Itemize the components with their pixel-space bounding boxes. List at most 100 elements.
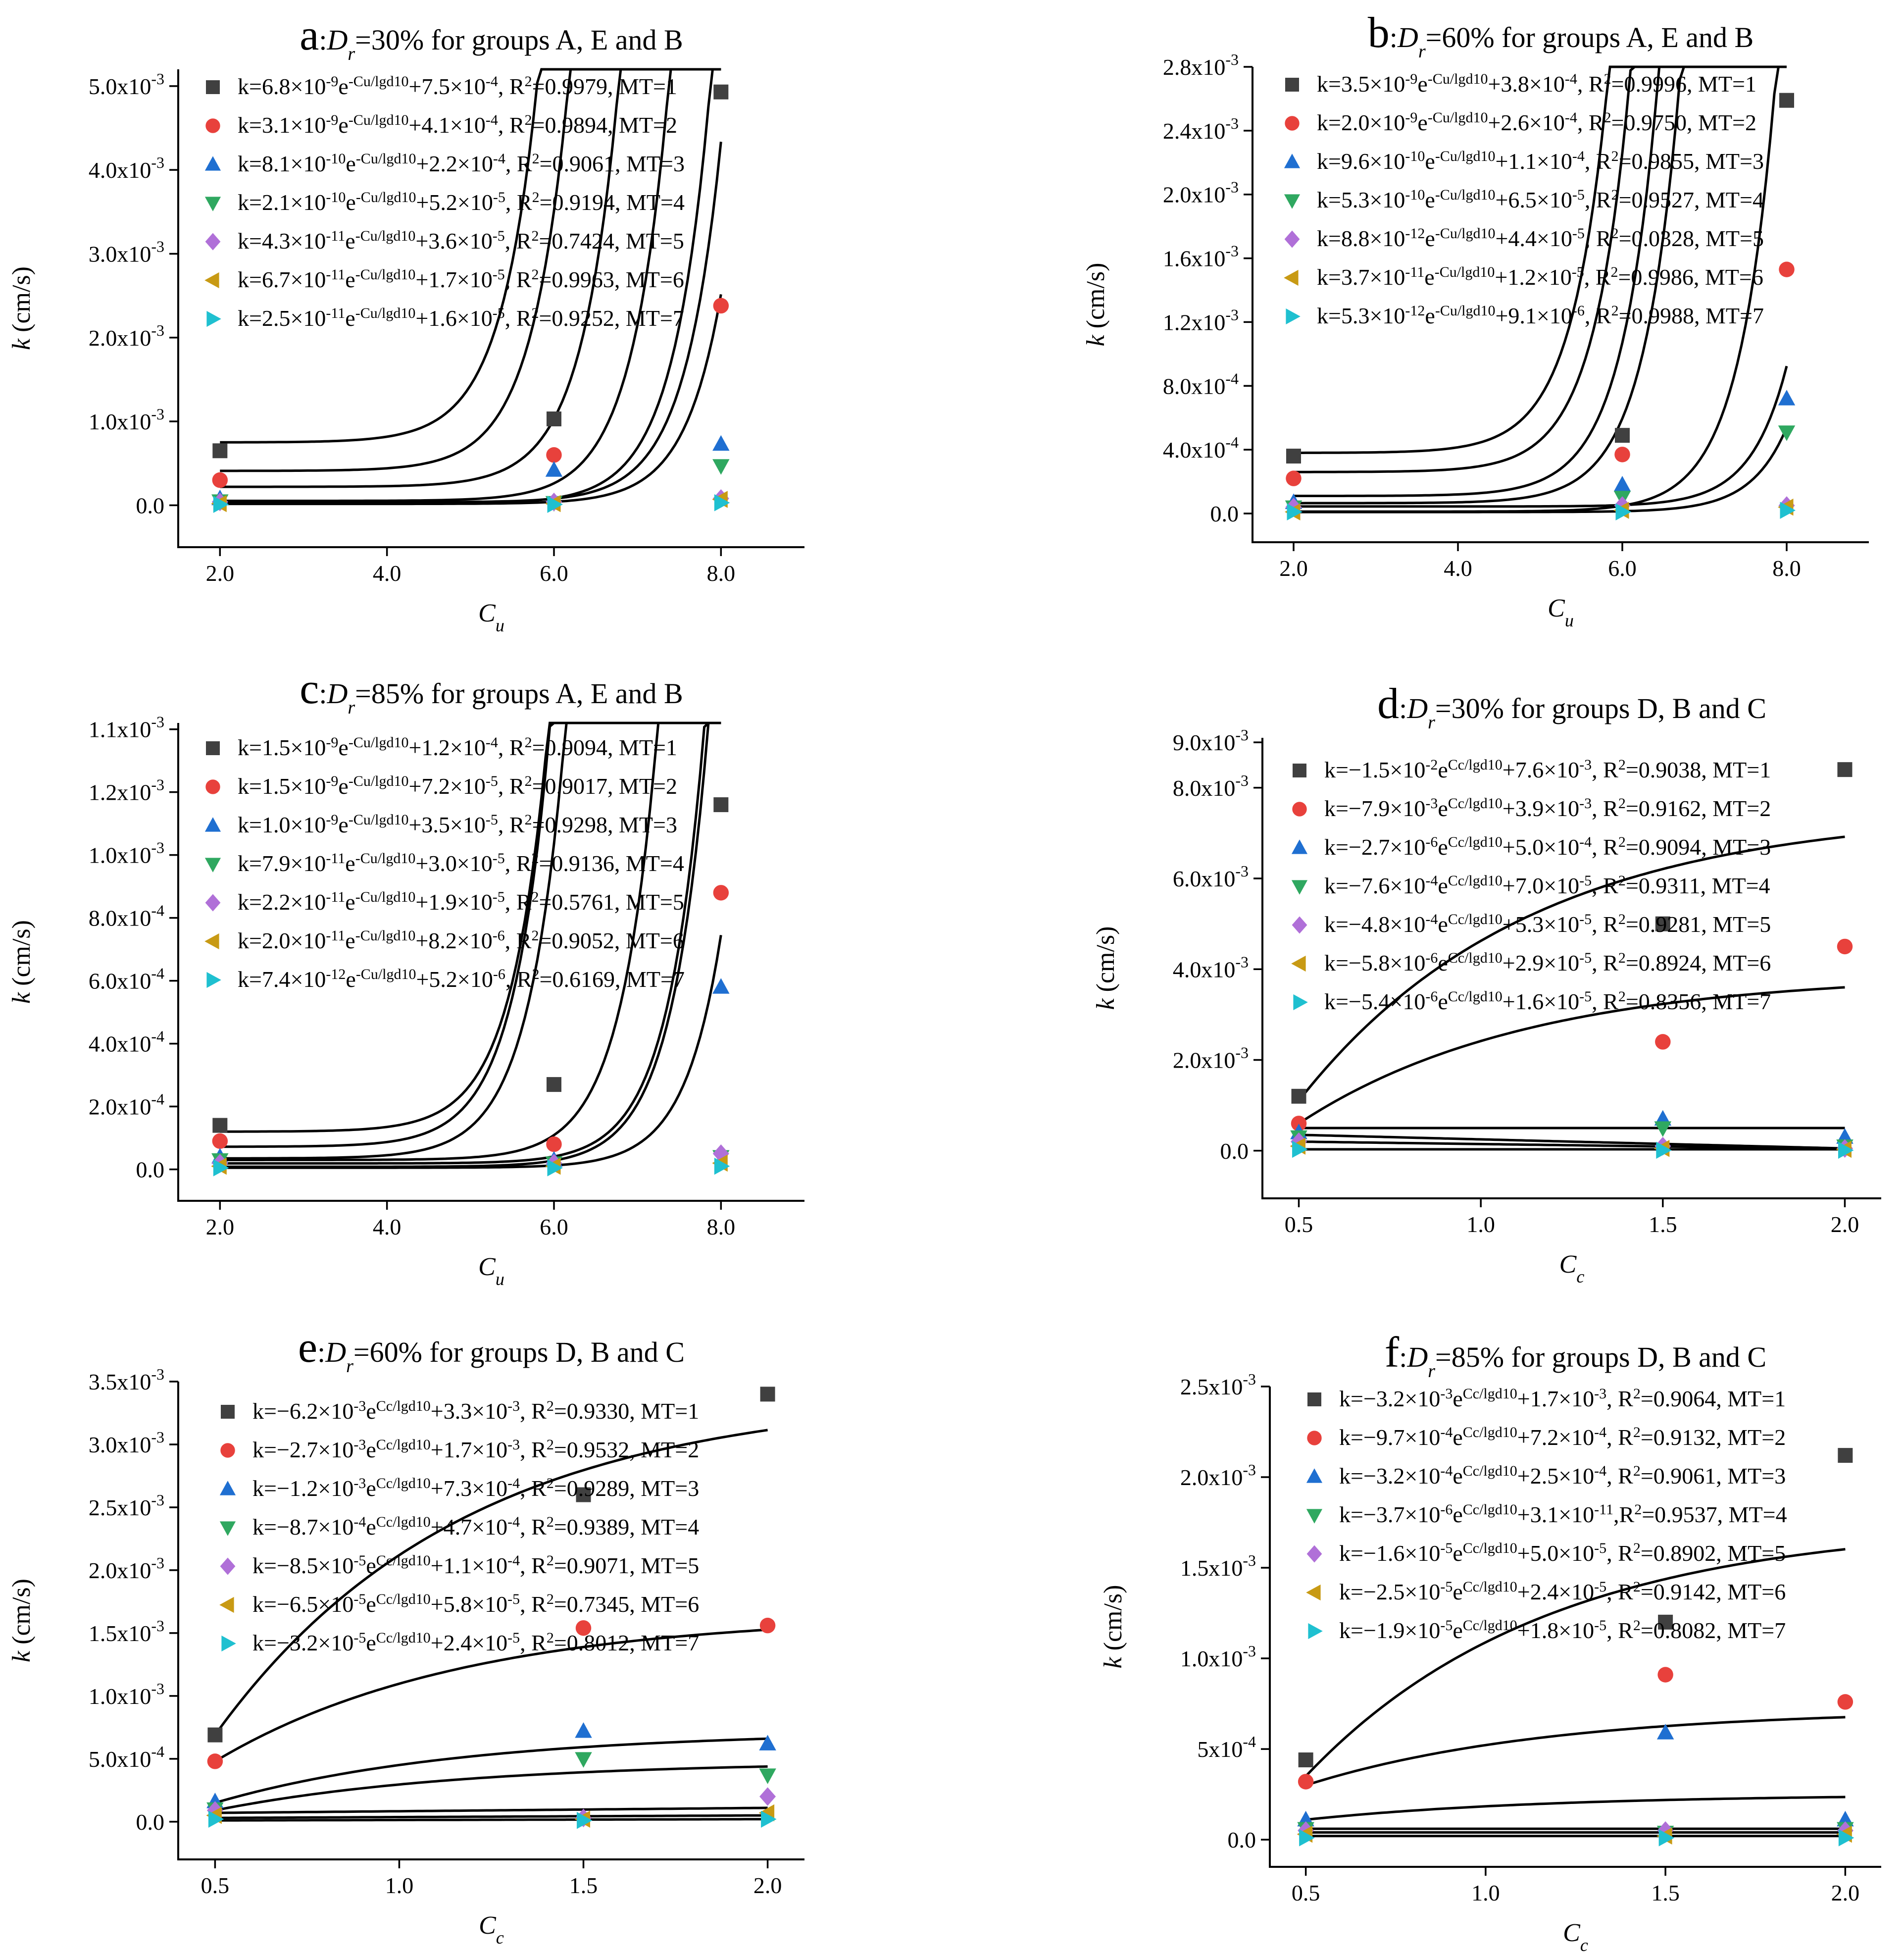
data-point [576,1487,591,1502]
data-point [759,1735,776,1750]
panel-a: a:Dr=30% for groups A, E and B 2.0 4.0 6.0 8… [7,11,804,635]
legend-marker [1307,1431,1322,1445]
data-point [713,797,729,813]
data-point [1657,1667,1673,1683]
data-point [575,1752,592,1768]
legend-marker [1306,1468,1323,1483]
panel-f: f:Dr=85% for groups D, B and C 0.5 1.0 1.5 2… [1099,1329,1881,1953]
legend-marker [205,233,221,251]
legend-marker [205,894,221,912]
axis-frame [177,1382,804,1860]
x-tick-label: 8.0 [707,561,736,586]
x-axis-title: Cc [479,1911,504,1948]
legend-label: k=2.2×10-11e-Cu/lgd10+1.9×10-5, R2=0.576… [238,889,684,915]
data-point [207,1727,223,1743]
fit-curve [214,1429,768,1736]
legend-marker [205,779,220,794]
data-point [212,443,228,459]
data-point [1778,390,1796,406]
fit-curve [1299,1140,1845,1150]
y-axis-title: k (cm/s) [1099,1585,1127,1669]
y-tick-label: 4.0x10-3 [89,154,164,183]
legend-marker [1306,1584,1321,1601]
data-point [1656,1141,1672,1159]
fit-curve [1294,365,1788,508]
legend-marker [1284,230,1300,248]
legend-label: k=2.0×10-11e-Cu/lgd10+8.2×10-6, R2=0.905… [238,927,684,954]
axis-frame [177,69,804,548]
legend-label: k=−4.8×10-4eCc/lgd10+5.3×10-5, R2=0.9281… [1324,911,1771,937]
legend-label: k=−7.6×10-4eCc/lgd10+7.0×10-5, R2=0.9311… [1324,873,1770,899]
data-point [547,1159,563,1177]
data-point [207,1753,223,1769]
legend-marker [1292,916,1307,934]
y-tick-label: 3.5x10-3 [89,1365,164,1394]
panel-title: b:Dr=60% for groups A, E and B [1368,9,1754,62]
data-point [1780,502,1796,519]
data-point [1655,1034,1671,1050]
x-tick-label: 8.0 [707,1214,736,1239]
legend-label: k=−3.2×10-3eCc/lgd10+1.7×10-3, R2=0.9064… [1339,1386,1786,1412]
data-point [208,1810,224,1828]
data-point [212,472,228,488]
legend-label: k=3.5×10-9e-Cu/lgd10+3.8×10-4, R2=0.9996… [1317,71,1756,97]
fit-curve [220,142,722,504]
legend-marker [204,817,221,832]
y-tick-label: 0.0 [1220,1138,1249,1164]
x-axis-title: Cc [1559,1250,1585,1286]
data-point [213,1159,229,1177]
y-tick-label: 0.0 [1228,1827,1256,1852]
legend-label: k=5.3×10-12e-Cu/lgd10+9.1×10-6, R2=0.998… [1317,303,1764,329]
y-tick-label: 1.2x10-3 [1163,306,1239,335]
data-point [1837,938,1853,955]
x-axis-title: Cc [1563,1919,1588,1953]
fit-curve [214,1628,768,1763]
fit-curve [220,721,721,1161]
data-point [1656,1724,1674,1740]
y-tick-label: 8.0x10-4 [1163,369,1239,399]
data-point [1286,449,1301,464]
y-tick-label: 2.5x10-3 [1180,1370,1256,1399]
panel-title: e:Dr=60% for groups D, B and C [298,1324,685,1377]
legend-marker [1291,880,1308,895]
data-point [759,1768,776,1784]
legend-marker [221,1405,235,1419]
x-tick-label: 1.5 [1651,1880,1680,1905]
legend-label: k=7.9×10-11e-Cu/lgd10+3.0×10-5, R2=0.913… [238,850,684,876]
legend-label: k=−1.6×10-5eCc/lgd10+5.0×10-5, R2=0.8902… [1339,1540,1786,1566]
legend-label: k=1.0×10-9e-Cu/lgd10+3.5×10-5, R2=0.9298… [238,812,677,838]
legend-label: k=−1.5×10-2eCc/lgd10+7.6×10-3, R2=0.9038… [1324,757,1771,783]
legend-marker [206,310,221,327]
axis-frame [177,723,804,1202]
y-tick-label: 1.2x10-3 [89,776,164,805]
data-point [714,494,730,512]
legend-marker [220,1557,236,1575]
axis-frame [1269,1387,1881,1868]
legend-label: k=9.6×10-10e-Cu/lgd10+1.1×10-4, R2=0.985… [1317,148,1764,174]
legend-marker [1293,994,1308,1011]
data-point [714,1157,730,1175]
legend-label: k=4.3×10-11e-Cu/lgd10+3.6×10-5, R2=0.742… [238,228,684,254]
legend-marker [1292,802,1307,817]
y-tick-label: 1.0x10-3 [1180,1642,1256,1671]
y-tick-label: 2.5x10-3 [89,1491,164,1520]
legend-label: k=−3.2×10-5eCc/lgd10+2.4×10-5, R2=0.8012… [252,1630,699,1656]
y-axis-title: k (cm/s) [7,920,36,1004]
data-point [1615,503,1631,521]
data-point [713,84,729,100]
x-tick-label: 2.0 [753,1873,782,1898]
panel-b: b:Dr=60% for groups A, E and B 2.0 4.0 6.0 8… [1082,9,1869,630]
panel-title: f:Dr=85% for groups D, B and C [1385,1329,1766,1382]
y-tick-label: 5.0x10-4 [89,1743,164,1772]
x-tick-label: 0.5 [1285,1212,1313,1237]
y-tick-label: 2.0x10-4 [89,1090,164,1120]
legend-label: k=−6.2×10-3eCc/lgd10+3.3×10-3, R2=0.9330… [252,1398,699,1424]
x-axis-title: Cu [478,1253,504,1289]
y-tick-label: 2.4x10-3 [1163,114,1239,144]
x-tick-label: 1.5 [1649,1212,1677,1237]
legend-marker [204,858,221,873]
legend-marker [1308,1623,1323,1640]
data-point [1838,1141,1854,1159]
data-point [1658,1614,1673,1630]
